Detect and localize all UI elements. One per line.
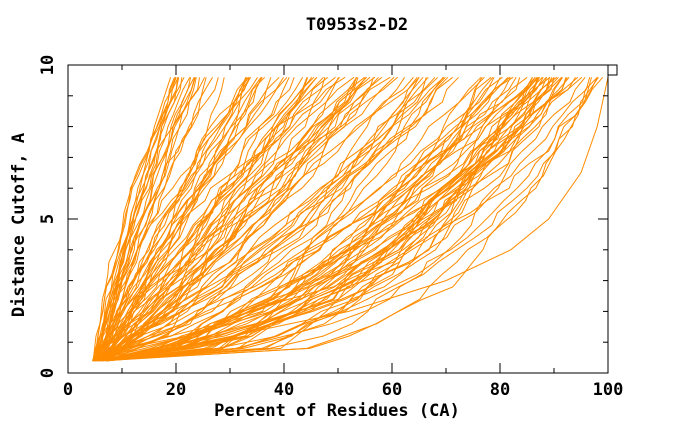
model-gdt-curve bbox=[95, 77, 177, 361]
model-gdt-curve bbox=[107, 77, 563, 362]
model-gdt-curve bbox=[101, 76, 365, 362]
model-gdt-curve bbox=[107, 77, 563, 362]
model-gdt-curve bbox=[96, 77, 206, 361]
model-gdt-curve bbox=[100, 77, 175, 361]
model-gdt-curve bbox=[94, 77, 536, 362]
x-tick-label: 20 bbox=[166, 380, 186, 400]
model-gdt-curve bbox=[107, 76, 329, 361]
model-gdt-curve bbox=[105, 76, 459, 362]
model-gdt-curve bbox=[102, 76, 424, 362]
y-tick-label: 5 bbox=[38, 214, 58, 224]
model-gdt-curve bbox=[100, 77, 598, 362]
model-gdt-curve bbox=[106, 77, 539, 362]
model-gdt-curve bbox=[96, 76, 368, 362]
model-gdt-curve bbox=[91, 76, 280, 361]
x-tick-label: 0 bbox=[63, 380, 73, 400]
model-gdt-curve bbox=[102, 77, 553, 362]
model-gdt-curve bbox=[103, 76, 514, 362]
model-gdt-curve bbox=[106, 77, 592, 362]
x-tick-label: 80 bbox=[490, 380, 510, 400]
model-gdt-curve bbox=[99, 76, 583, 362]
model-gdt-curve bbox=[103, 77, 358, 361]
model-gdt-curve bbox=[97, 76, 598, 362]
model-gdt-curve bbox=[97, 77, 309, 362]
model-gdt-curve bbox=[107, 76, 355, 362]
model-gdt-curve bbox=[106, 77, 290, 361]
model-gdt-curve bbox=[103, 76, 315, 362]
model-gdt-curve bbox=[101, 76, 399, 362]
chart-title: T0953s2-D2 bbox=[306, 15, 408, 35]
y-axis-label: Distance Cutoff, A bbox=[9, 133, 29, 317]
model-gdt-curve bbox=[101, 76, 492, 362]
x-tick-label: 100 bbox=[593, 380, 624, 400]
model-gdt-curve bbox=[94, 76, 436, 362]
model-gdt-curve bbox=[93, 77, 179, 361]
model-gdt-curve bbox=[92, 76, 482, 362]
frame-corner-tab bbox=[607, 64, 618, 76]
model-curves-layer bbox=[91, 76, 609, 362]
model-gdt-curve bbox=[102, 77, 359, 362]
model-gdt-curve bbox=[96, 77, 207, 361]
model-gdt-curve bbox=[105, 77, 251, 361]
model-gdt-curve bbox=[95, 76, 449, 362]
model-gdt-curve bbox=[98, 77, 540, 362]
model-gdt-curve bbox=[92, 76, 586, 362]
model-gdt-curve bbox=[93, 76, 318, 361]
tick-labels-layer: 0 20 40 60 80 100 0 5 10 bbox=[38, 55, 623, 400]
model-gdt-curve bbox=[104, 77, 599, 362]
x-axis-label: Percent of Residues (CA) bbox=[214, 401, 460, 421]
model-gdt-curve bbox=[103, 76, 429, 362]
x-tick-label: 60 bbox=[382, 380, 402, 400]
model-gdt-curve bbox=[101, 77, 326, 362]
model-gdt-curve bbox=[98, 76, 579, 362]
model-gdt-curve bbox=[101, 77, 533, 362]
model-gdt-curve bbox=[100, 77, 357, 362]
model-gdt-curve bbox=[94, 77, 551, 362]
model-gdt-curve bbox=[100, 77, 250, 361]
model-gdt-curve bbox=[99, 76, 509, 362]
model-gdt-curve bbox=[103, 76, 446, 362]
model-gdt-curve bbox=[99, 77, 308, 362]
model-gdt-curve bbox=[102, 77, 591, 362]
model-gdt-curve bbox=[107, 76, 445, 362]
ticks-layer bbox=[67, 64, 609, 374]
model-gdt-curve bbox=[99, 76, 485, 362]
model-gdt-curve bbox=[103, 76, 414, 362]
model-gdt-curve bbox=[102, 77, 534, 362]
model-gdt-curve bbox=[103, 76, 391, 362]
y-tick-label: 0 bbox=[38, 368, 58, 378]
x-tick-label: 40 bbox=[274, 380, 294, 400]
model-gdt-curve bbox=[107, 77, 568, 362]
y-tick-label: 10 bbox=[38, 55, 58, 75]
